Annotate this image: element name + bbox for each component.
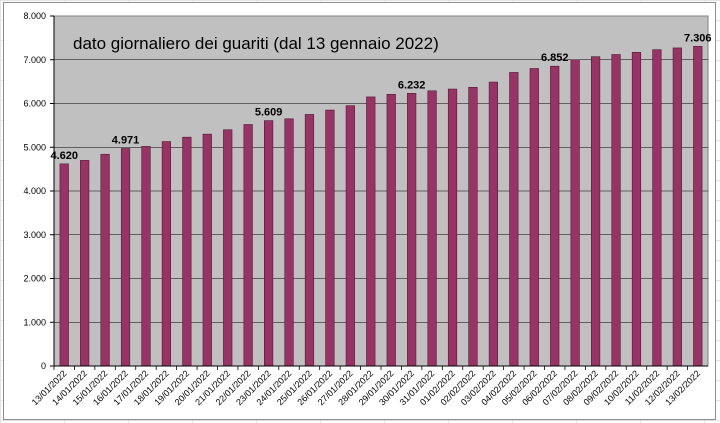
y-axis-ticks: 0 1.000 2.000 3.000 4.000 5.000 6.000 7.000 8.00… (23, 11, 55, 371)
bar (591, 56, 601, 367)
bar (366, 96, 376, 367)
bar (611, 54, 621, 367)
data-label: 6.852 (541, 52, 569, 64)
bar (509, 72, 519, 367)
bar (325, 109, 335, 367)
y-tick-label: 7.000 (23, 55, 46, 65)
bar (59, 163, 69, 367)
y-tick-label: 2.000 (23, 274, 46, 284)
bar (182, 136, 192, 367)
data-labels: 4.620 4.971 5.609 6.232 6.852 7.306 (50, 32, 711, 162)
bars (59, 46, 703, 367)
bar (529, 68, 539, 367)
bar (223, 129, 233, 367)
y-tick-label: 6.000 (23, 99, 46, 109)
bar (141, 146, 151, 367)
bar (161, 141, 171, 367)
data-label: 4.620 (50, 150, 78, 162)
bar (284, 118, 294, 367)
y-tick-label: 5.000 (23, 142, 46, 152)
bar (631, 52, 642, 367)
y-tick-label: 1.000 (23, 317, 46, 327)
bar (468, 87, 478, 367)
bar (447, 88, 458, 367)
bar (304, 114, 315, 367)
bar (264, 120, 274, 367)
bar (386, 94, 396, 367)
bar (202, 133, 212, 367)
bar (652, 49, 662, 367)
chart-title: dato giornaliero dei guariti (dal 13 gen… (73, 34, 439, 53)
data-label: 5.609 (255, 107, 283, 119)
bar (120, 148, 131, 367)
bar (100, 153, 110, 367)
data-label: 4.971 (112, 135, 140, 147)
bar (80, 160, 90, 367)
y-tick-label: 3.000 (23, 230, 46, 240)
data-label: 7.306 (684, 32, 712, 44)
y-tick-label: 4.000 (23, 186, 46, 196)
x-axis-ticks: 13/01/202214/01/202215/01/202216/01/2022… (30, 365, 708, 407)
bar (345, 105, 355, 367)
y-tick-label: 8.000 (23, 11, 46, 21)
bar (693, 46, 703, 367)
bar (407, 93, 417, 367)
y-tick-label: 0 (41, 361, 46, 371)
bar (488, 81, 498, 367)
bar (570, 59, 580, 367)
bar (672, 47, 682, 367)
bar (550, 65, 560, 367)
bar (427, 90, 437, 367)
data-label: 6.232 (398, 79, 426, 91)
bar (243, 124, 253, 367)
